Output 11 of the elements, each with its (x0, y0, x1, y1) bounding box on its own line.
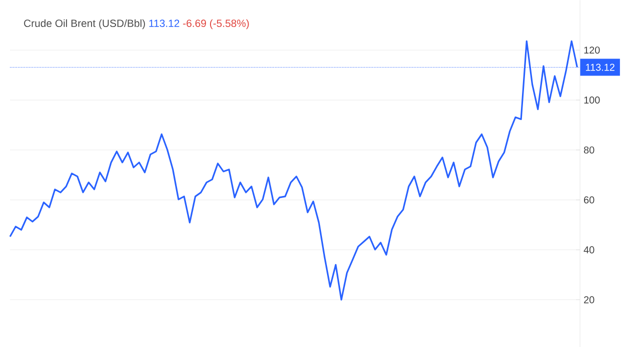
y-tick-label: 100 (584, 96, 600, 104)
text: Crude Oil Brent (USD/Bbl) (24, 19, 145, 29)
ref-line-label: 113.12 (586, 64, 614, 71)
line-series (9, 40, 578, 300)
y-tick-label: 80 (584, 146, 594, 154)
annotation: -6.69 (-5.58%) (183, 19, 249, 29)
y-tick-label: 40 (584, 246, 594, 254)
y-tick-label: 120 (584, 46, 600, 54)
y-tick-label: 20 (584, 296, 594, 304)
y-tick-label: 60 (584, 196, 594, 204)
annotation: 113.12 (149, 19, 180, 27)
